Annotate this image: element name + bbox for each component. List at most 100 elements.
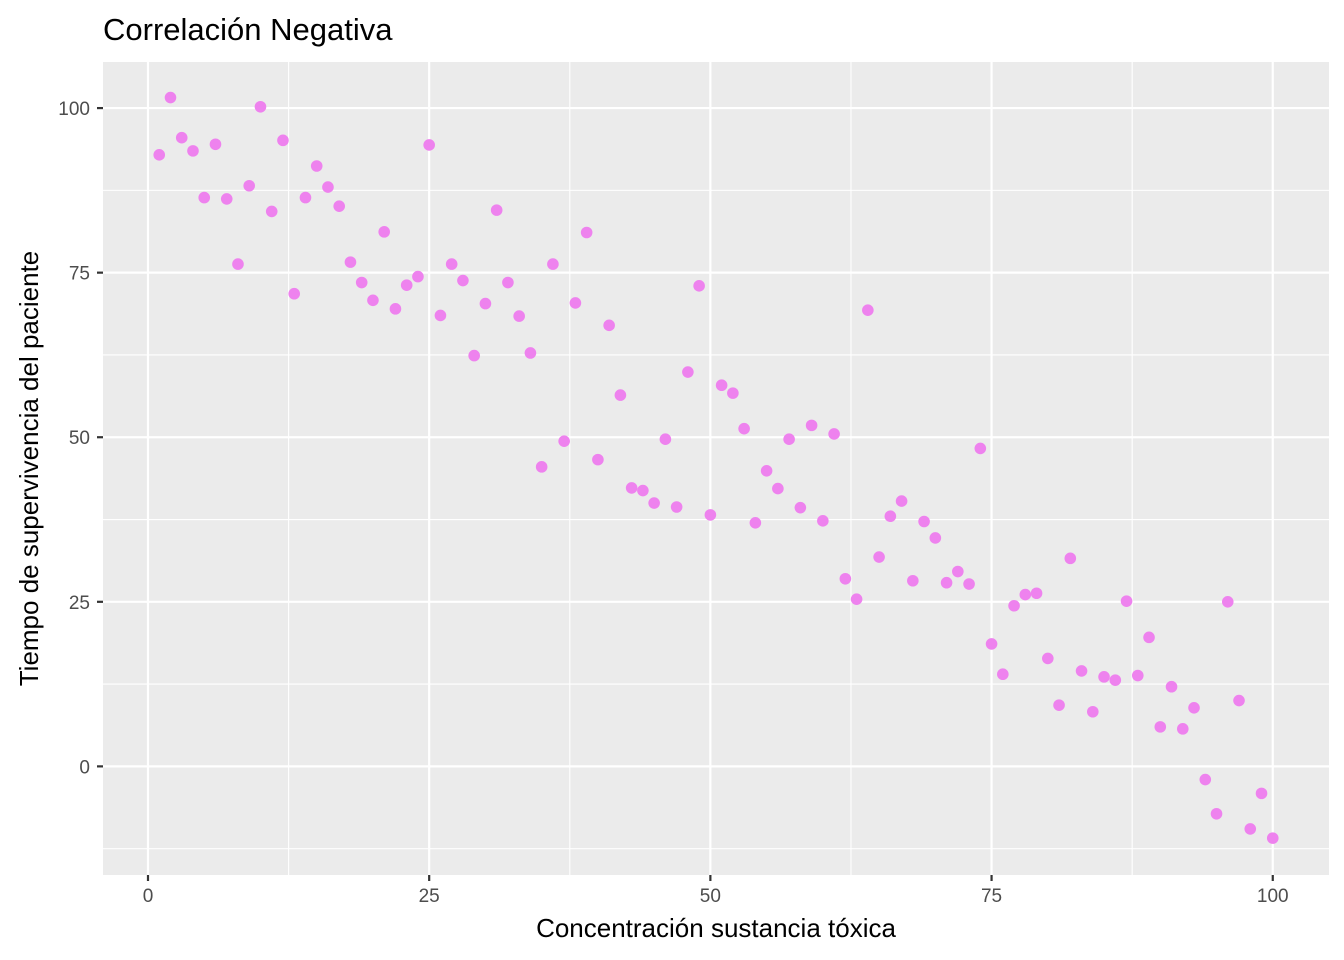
- data-point: [592, 453, 604, 466]
- data-point: [907, 574, 919, 587]
- data-point: [1233, 694, 1245, 707]
- data-point: [805, 419, 818, 432]
- data-point: [918, 515, 930, 528]
- data-point: [704, 509, 717, 521]
- x-tick-label: 25: [419, 886, 440, 907]
- data-point: [1042, 652, 1054, 665]
- data-point: [434, 309, 447, 322]
- y-axis: 0 25 50 75 100: [58, 99, 103, 778]
- data-point: [569, 297, 582, 309]
- data-point: [524, 347, 537, 359]
- data-point: [355, 276, 368, 289]
- data-point: [322, 181, 334, 193]
- y-axis-title: Tiempo de supervivencia del paciente: [14, 251, 44, 687]
- data-point: [738, 422, 750, 435]
- x-tick-label: 50: [700, 886, 721, 907]
- y-tick-label: 25: [69, 593, 90, 614]
- data-point: [232, 258, 244, 270]
- minor-gridlines: [103, 62, 1329, 875]
- data-point: [1120, 595, 1133, 607]
- x-tick-label: 100: [1257, 886, 1289, 907]
- data-point: [637, 484, 649, 497]
- data-point: [749, 517, 762, 529]
- data-point: [603, 319, 615, 332]
- data-point: [175, 131, 188, 144]
- data-point: [772, 482, 784, 495]
- data-point: [693, 280, 705, 292]
- data-point: [277, 134, 289, 147]
- data-point: [547, 258, 559, 270]
- data-point: [648, 497, 660, 509]
- data-point: [164, 91, 177, 104]
- data-point: [1165, 680, 1178, 693]
- data-point: [1008, 599, 1020, 612]
- data-point: [1109, 674, 1122, 686]
- data-point: [1266, 832, 1279, 844]
- x-tick-label: 75: [981, 886, 1002, 907]
- data-point: [535, 461, 548, 473]
- data-point: [895, 495, 908, 507]
- data-point: [265, 205, 278, 218]
- x-axis-title: Concentración sustancia tóxica: [536, 913, 896, 943]
- data-point: [929, 532, 942, 544]
- data-point: [1053, 699, 1065, 711]
- data-point: [1019, 588, 1032, 601]
- data-point: [367, 294, 379, 307]
- data-point: [378, 226, 390, 238]
- data-point: [727, 387, 739, 399]
- data-point: [1176, 723, 1189, 735]
- data-point: [558, 435, 570, 447]
- data-point: [659, 433, 672, 446]
- data-point: [974, 442, 987, 455]
- data-point: [254, 100, 267, 113]
- x-axis: 0 25 50 75 100: [143, 875, 1289, 907]
- data-point: [1210, 807, 1223, 820]
- data-point: [625, 482, 638, 494]
- data-point: [479, 297, 492, 310]
- data-point: [963, 578, 975, 590]
- data-point: [1143, 631, 1155, 644]
- data-point: [490, 204, 503, 216]
- data-point: [299, 191, 312, 204]
- data-points: [153, 91, 1279, 844]
- data-point: [760, 465, 773, 477]
- data-point: [1030, 587, 1043, 600]
- data-point: [198, 191, 211, 204]
- plot-panel: [103, 62, 1329, 875]
- x-tick-label: 0: [143, 886, 154, 907]
- data-point: [209, 138, 222, 151]
- data-point: [1086, 705, 1099, 718]
- data-point: [288, 287, 301, 300]
- data-point: [423, 139, 435, 151]
- data-point: [310, 160, 323, 172]
- data-point: [828, 428, 840, 440]
- data-point: [187, 145, 199, 157]
- data-point: [794, 501, 807, 514]
- data-point: [153, 149, 166, 161]
- data-point: [783, 433, 795, 446]
- data-point: [1244, 823, 1257, 835]
- data-point: [1064, 552, 1077, 565]
- data-point: [445, 258, 458, 270]
- data-point: [457, 274, 469, 287]
- data-point: [850, 593, 863, 605]
- data-point: [468, 349, 480, 362]
- major-gridlines: [103, 62, 1329, 875]
- data-point: [580, 226, 593, 239]
- y-tick-label: 0: [79, 757, 90, 778]
- data-point: [389, 303, 402, 315]
- data-point: [502, 276, 514, 289]
- data-point: [873, 551, 885, 563]
- data-point: [412, 270, 424, 283]
- data-point: [940, 576, 953, 589]
- data-point: [997, 668, 1009, 681]
- data-point: [220, 193, 233, 205]
- y-tick-label: 100: [58, 99, 90, 120]
- chart-title: Correlación Negativa: [103, 12, 393, 47]
- data-point: [817, 515, 829, 527]
- data-point: [670, 501, 683, 513]
- y-tick-label: 75: [69, 264, 90, 285]
- data-point: [243, 179, 256, 192]
- data-point: [884, 510, 897, 523]
